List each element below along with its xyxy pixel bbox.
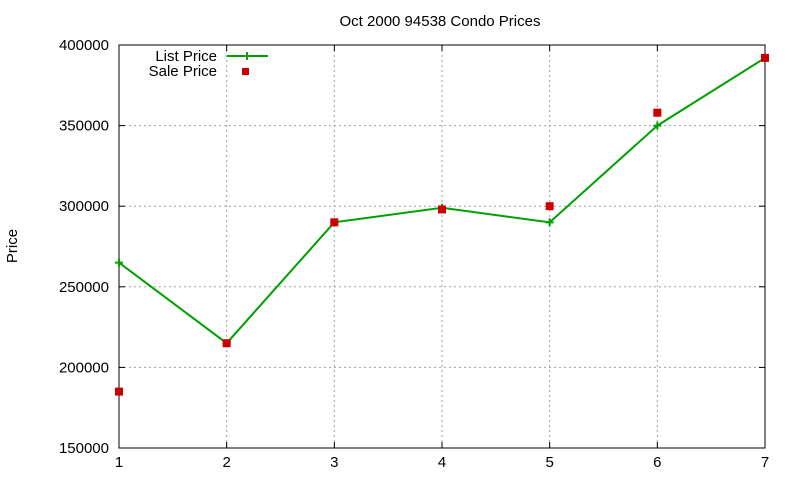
legend-label-sale-price: Sale Price: [149, 63, 217, 80]
x-tick-label: 1: [115, 454, 123, 471]
data-point-square: [222, 339, 231, 348]
data-point-plus: [653, 121, 662, 130]
legend-label-list-price: List Price: [155, 48, 217, 65]
x-tick-label: 7: [761, 454, 769, 471]
y-tick-label: 150000: [59, 440, 109, 457]
series-1: [115, 53, 769, 396]
grid: [119, 45, 765, 448]
x-tick-label: 3: [330, 454, 338, 471]
x-tick-label: 4: [438, 454, 446, 471]
chart-title: Oct 2000 94538 Condo Prices: [340, 13, 541, 30]
data-point-square: [761, 53, 769, 62]
axis-ticks: [118, 44, 766, 449]
data-point-square: [545, 202, 554, 211]
y-tick-label: 350000: [59, 118, 109, 135]
y-tick-label: 200000: [59, 359, 109, 376]
legend: List Price Sale Price: [149, 48, 268, 80]
y-axis-title: Price: [4, 229, 21, 263]
data-point-square: [330, 218, 339, 227]
y-tick-labels: 150000 200000 250000 300000 350000 400000: [59, 37, 109, 457]
x-tick-label: 2: [222, 454, 230, 471]
data-point-plus: [545, 218, 554, 227]
x-tick-labels: 1 2 3 4 5 6 7: [115, 454, 769, 471]
data-point-square: [653, 108, 662, 117]
y-tick-label: 300000: [59, 198, 109, 215]
legend-marker-sale-price: [242, 68, 249, 75]
data-point-square: [438, 205, 446, 214]
y-tick-label: 400000: [59, 37, 109, 54]
legend-plus: [243, 52, 251, 60]
y-tick-label: 250000: [59, 279, 109, 296]
series: [115, 53, 769, 396]
data-point-square: [115, 387, 123, 396]
x-tick-label: 6: [653, 454, 661, 471]
x-tick-label: 5: [545, 454, 553, 471]
data-point-plus: [115, 258, 123, 267]
legend-marker-list-price: [243, 52, 251, 60]
